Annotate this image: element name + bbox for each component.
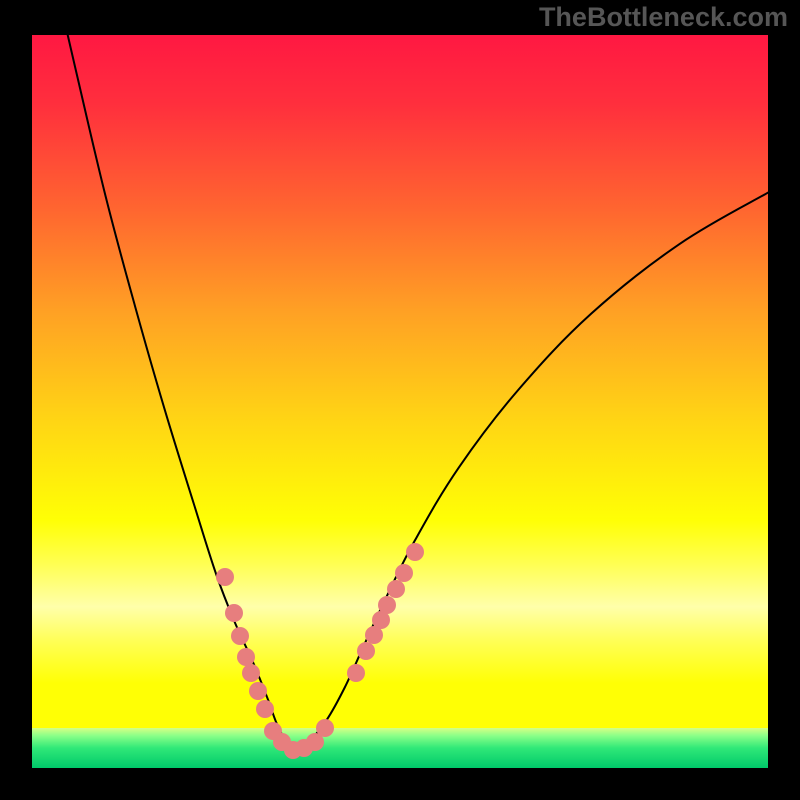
data-marker (347, 664, 365, 682)
data-marker (357, 642, 375, 660)
data-marker (316, 719, 334, 737)
frame-bottom (0, 768, 800, 800)
frame-left (0, 0, 32, 800)
data-marker (378, 596, 396, 614)
frame-right (768, 0, 800, 800)
data-marker (256, 700, 274, 718)
data-marker (406, 543, 424, 561)
plot-area (32, 35, 768, 768)
data-marker (216, 568, 234, 586)
watermark-label: TheBottleneck.com (539, 2, 788, 33)
data-marker (242, 664, 260, 682)
data-marker (249, 682, 267, 700)
data-marker (225, 604, 243, 622)
data-marker (395, 564, 413, 582)
curve-path (59, 35, 768, 750)
bottleneck-curve (32, 35, 768, 768)
data-marker (387, 580, 405, 598)
data-marker (231, 627, 249, 645)
